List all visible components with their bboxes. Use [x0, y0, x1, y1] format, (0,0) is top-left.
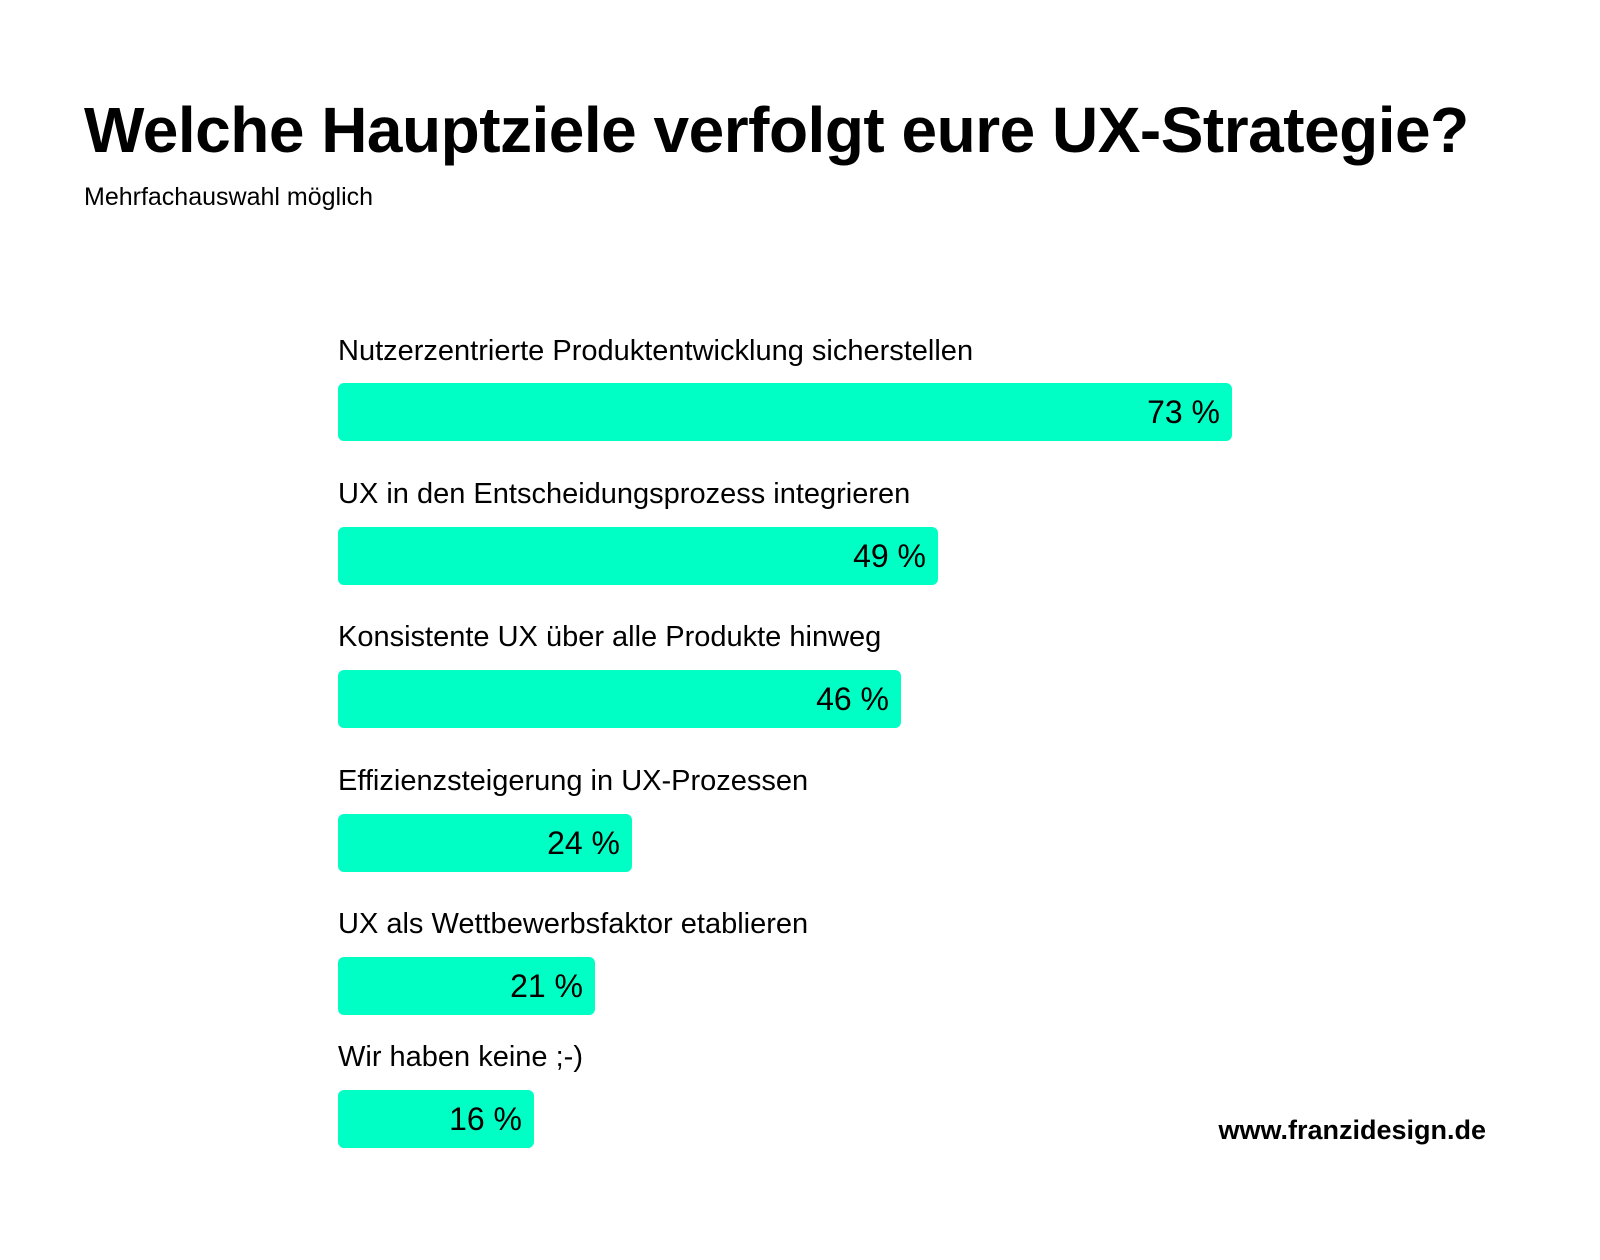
- category-label: Effizienzsteigerung in UX-Prozessen: [338, 765, 809, 797]
- bar-value-label: 24 %: [547, 825, 620, 861]
- bar-value-label: 21 %: [510, 968, 583, 1004]
- bar-value-label: 16 %: [449, 1101, 522, 1137]
- bar-value-label: 73 %: [1147, 394, 1220, 430]
- category-label: UX in den Entscheidungsprozess integrier…: [338, 478, 911, 510]
- bar-value-label: 46 %: [816, 681, 889, 717]
- chart-title: Welche Hauptziele verfolgt eure UX-Strat…: [84, 94, 1469, 166]
- bar-value-label: 49 %: [853, 538, 926, 574]
- bar: 73 %: [338, 383, 1232, 441]
- category-label: Wir haben keine ;-): [338, 1041, 583, 1073]
- chart-subtitle: Mehrfachauswahl möglich: [84, 183, 374, 211]
- bar: 46 %: [338, 670, 901, 728]
- source-url: www.franzidesign.de: [1218, 1115, 1486, 1145]
- bar: 16 %: [338, 1090, 534, 1148]
- bar: 24 %: [338, 814, 632, 872]
- category-label: Nutzerzentrierte Produktentwicklung sich…: [338, 335, 974, 367]
- category-label: UX als Wettbewerbsfaktor etablieren: [338, 908, 809, 940]
- category-label: Konsistente UX über alle Produkte hinweg: [338, 621, 882, 653]
- bar: 49 %: [338, 527, 938, 585]
- bar: 21 %: [338, 957, 595, 1015]
